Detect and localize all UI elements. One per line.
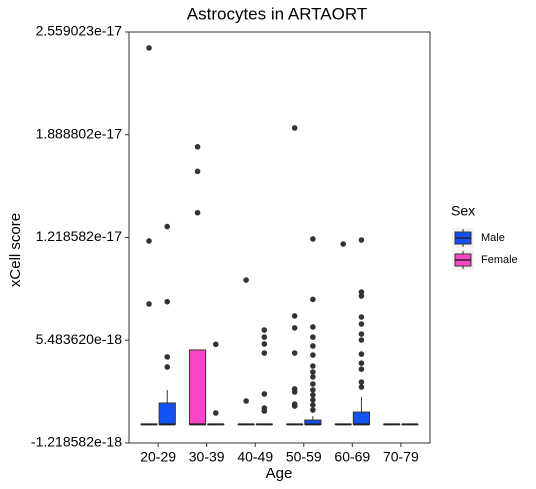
box	[352, 411, 371, 425]
outlier	[358, 366, 365, 372]
outlier	[310, 369, 316, 375]
outlier	[310, 236, 316, 242]
y-tick-label: 1.218582e-17	[36, 228, 123, 244]
outlier	[212, 410, 219, 416]
outlier	[358, 289, 365, 295]
outlier	[164, 364, 171, 370]
outlier	[261, 408, 268, 414]
outlier	[310, 352, 316, 358]
outlier	[261, 391, 268, 397]
outlier	[310, 296, 316, 303]
outlier	[340, 241, 347, 247]
outlier	[291, 350, 298, 356]
x-tick-label: 50-59	[286, 449, 322, 465]
x-tick-label: 30-39	[189, 449, 225, 465]
outlier	[358, 321, 365, 327]
outlier	[358, 331, 365, 337]
outlier	[358, 351, 365, 357]
outlier	[310, 387, 316, 393]
outlier	[358, 314, 365, 320]
outlier	[146, 45, 152, 51]
outlier	[291, 325, 298, 331]
outlier	[310, 334, 316, 340]
outlier	[212, 341, 219, 348]
outlier	[358, 237, 365, 243]
outlier	[358, 384, 365, 390]
outlier	[243, 398, 249, 404]
outlier	[164, 354, 171, 360]
outlier	[358, 337, 365, 343]
y-tick-label: -1.218582e-18	[31, 434, 122, 450]
outlier	[358, 293, 365, 299]
y-tick-label: 1.888802e-17	[36, 125, 123, 141]
panel-border	[128, 31, 431, 444]
outlier	[310, 407, 316, 413]
legend-label: Female	[481, 254, 518, 266]
outlier	[310, 392, 316, 398]
outlier	[261, 327, 268, 333]
outlier	[291, 403, 298, 409]
box	[158, 402, 176, 425]
outlier	[164, 298, 171, 305]
outlier	[194, 144, 201, 150]
box	[188, 349, 207, 425]
outlier	[291, 313, 298, 319]
x-tick-label: 70-79	[383, 449, 419, 465]
y-tick-label: 5.483620e-18	[36, 331, 123, 347]
outlier	[358, 360, 365, 366]
outlier	[146, 301, 152, 307]
y-axis-title: xCell score	[7, 213, 24, 287]
x-tick-label: 40-49	[237, 449, 273, 465]
outlier	[146, 238, 152, 244]
outlier	[261, 334, 268, 340]
outlier	[310, 402, 316, 408]
outlier	[310, 324, 316, 330]
outlier	[358, 379, 365, 385]
legend-title: Sex	[451, 203, 475, 219]
y-tick-label: 2.559023e-17	[36, 23, 123, 39]
legend-label: Male	[481, 232, 505, 244]
x-tick-label: 60-69	[334, 449, 370, 465]
outlier	[261, 350, 268, 356]
x-axis-title: Age	[266, 465, 293, 482]
outlier	[310, 363, 316, 369]
outlier	[310, 381, 316, 387]
outlier	[164, 223, 171, 230]
outlier	[310, 343, 316, 349]
x-tick-label: 20-29	[140, 449, 176, 465]
outlier	[194, 168, 201, 175]
outlier	[291, 125, 298, 131]
outlier	[291, 389, 298, 395]
outlier	[243, 277, 249, 283]
outlier	[261, 341, 268, 347]
chart-title: Astrocytes in ARTAORT	[187, 4, 367, 23]
outlier	[310, 397, 316, 403]
outlier	[310, 374, 316, 380]
outlier	[194, 209, 201, 216]
